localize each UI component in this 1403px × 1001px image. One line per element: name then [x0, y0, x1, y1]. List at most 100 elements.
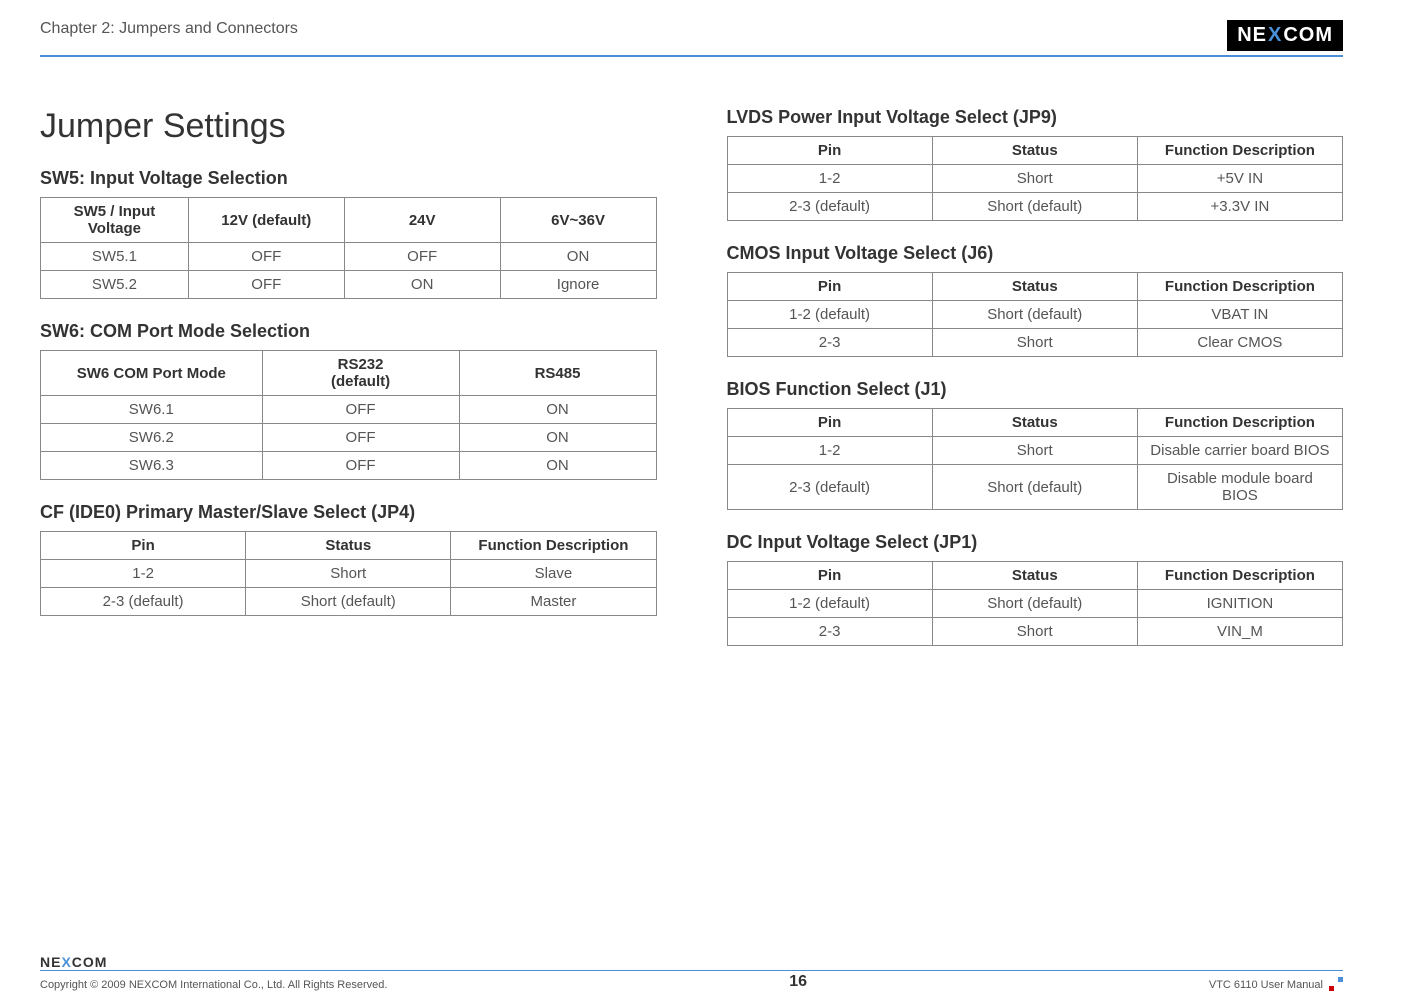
manual-name: VTC 6110 User Manual: [1209, 979, 1323, 991]
table-row: 2-3 Short Clear CMOS: [727, 329, 1343, 357]
table-header-row: Pin Status Function Description: [727, 137, 1343, 165]
table-row: 1-2 (default) Short (default) VBAT IN: [727, 301, 1343, 329]
table-cell: Clear CMOS: [1137, 329, 1342, 357]
table-cell: IGNITION: [1137, 590, 1342, 618]
footer-left: NEXCOM: [40, 954, 1343, 970]
header-rule: [40, 55, 1343, 57]
table-cell: 2-3 (default): [727, 465, 932, 510]
table-cell: Disable carrier board BIOS: [1137, 437, 1342, 465]
table-cell: SW5.1: [41, 243, 189, 271]
table-cell: OFF: [188, 271, 344, 299]
table-cell: SW6.2: [41, 424, 263, 452]
j6-title: CMOS Input Voltage Select (J6): [727, 243, 1344, 264]
jp1-table: Pin Status Function Description 1-2 (def…: [727, 561, 1344, 646]
table-header: Function Description: [1137, 562, 1342, 590]
table-cell: ON: [459, 452, 656, 480]
table-header: Status: [932, 273, 1137, 301]
table-cell: Short: [246, 560, 451, 588]
table-row: SW5.2 OFF ON Ignore: [41, 271, 657, 299]
table-cell: 1-2: [727, 165, 932, 193]
main-title: Jumper Settings: [40, 107, 657, 146]
table-header: Pin: [41, 532, 246, 560]
table-header: Function Description: [1137, 137, 1342, 165]
table-cell: VBAT IN: [1137, 301, 1342, 329]
table-cell: ON: [459, 396, 656, 424]
table-cell: Ignore: [500, 271, 656, 299]
table-header: Function Description: [1137, 409, 1342, 437]
table-header-row: SW5 / Input Voltage 12V (default) 24V 6V…: [41, 198, 657, 243]
table-cell: OFF: [344, 243, 500, 271]
table-cell: Short: [932, 165, 1137, 193]
table-cell: 2-3: [727, 618, 932, 646]
table-cell: Short (default): [932, 301, 1137, 329]
table-cell: Short (default): [932, 193, 1137, 221]
table-cell: Short: [932, 329, 1137, 357]
table-row: 1-2 Short +5V IN: [727, 165, 1343, 193]
right-column: LVDS Power Input Voltage Select (JP9) Pi…: [727, 107, 1344, 646]
table-row: 1-2 (default) Short (default) IGNITION: [727, 590, 1343, 618]
j6-table: Pin Status Function Description 1-2 (def…: [727, 272, 1344, 357]
footer-icon: [1329, 977, 1343, 991]
table-cell: ON: [500, 243, 656, 271]
footer-rule: [40, 970, 1343, 972]
table-cell: SW6.1: [41, 396, 263, 424]
table-cell: Disable module board BIOS: [1137, 465, 1342, 510]
table-header-row: Pin Status Function Description: [727, 409, 1343, 437]
jp4-table: Pin Status Function Description 1-2 Shor…: [40, 531, 657, 616]
footer-right: VTC 6110 User Manual: [1209, 977, 1343, 991]
page-footer: NEXCOM Copyright © 2009 NEXCOM Internati…: [40, 954, 1343, 992]
table-header: Pin: [727, 409, 932, 437]
table-row: SW6.3 OFF ON: [41, 452, 657, 480]
jp9-table: Pin Status Function Description 1-2 Shor…: [727, 136, 1344, 221]
table-header: Status: [246, 532, 451, 560]
table-header-row: SW6 COM Port Mode RS232 (default) RS485: [41, 351, 657, 396]
j1-table: Pin Status Function Description 1-2 Shor…: [727, 408, 1344, 510]
table-header: Status: [932, 409, 1137, 437]
table-cell: 1-2: [41, 560, 246, 588]
table-header-row: Pin Status Function Description: [727, 562, 1343, 590]
table-cell: Master: [451, 588, 656, 616]
table-cell: 2-3: [727, 329, 932, 357]
table-cell: Short (default): [246, 588, 451, 616]
table-row: 2-3 (default) Short (default) +3.3V IN: [727, 193, 1343, 221]
table-row: SW6.1 OFF ON: [41, 396, 657, 424]
table-header: Pin: [727, 273, 932, 301]
table-header: RS485: [459, 351, 656, 396]
table-cell: 2-3 (default): [727, 193, 932, 221]
table-header: Status: [932, 137, 1137, 165]
table-cell: SW6.3: [41, 452, 263, 480]
copyright-text: Copyright © 2009 NEXCOM International Co…: [40, 979, 387, 991]
table-header: Function Description: [1137, 273, 1342, 301]
table-row: 1-2 Short Disable carrier board BIOS: [727, 437, 1343, 465]
table-cell: Short: [932, 618, 1137, 646]
table-row: SW6.2 OFF ON: [41, 424, 657, 452]
page-number: 16: [789, 973, 807, 991]
table-row: 2-3 (default) Short (default) Disable mo…: [727, 465, 1343, 510]
table-row: 1-2 Short Slave: [41, 560, 657, 588]
table-cell: Slave: [451, 560, 656, 588]
table-cell: 1-2: [727, 437, 932, 465]
table-cell: 1-2 (default): [727, 301, 932, 329]
table-header: Function Description: [451, 532, 656, 560]
table-header: SW5 / Input Voltage: [41, 198, 189, 243]
table-cell: +5V IN: [1137, 165, 1342, 193]
table-header: Pin: [727, 137, 932, 165]
table-header-row: Pin Status Function Description: [727, 273, 1343, 301]
table-header: SW6 COM Port Mode: [41, 351, 263, 396]
table-header: Status: [932, 562, 1137, 590]
jp4-title: CF (IDE0) Primary Master/Slave Select (J…: [40, 502, 657, 523]
table-cell: VIN_M: [1137, 618, 1342, 646]
table-cell: 2-3 (default): [41, 588, 246, 616]
table-row: SW5.1 OFF OFF ON: [41, 243, 657, 271]
jp1-title: DC Input Voltage Select (JP1): [727, 532, 1344, 553]
page-header: Chapter 2: Jumpers and Connectors NEXCOM: [40, 20, 1343, 51]
table-cell: ON: [459, 424, 656, 452]
table-header: 6V~36V: [500, 198, 656, 243]
table-cell: OFF: [262, 424, 459, 452]
jp9-title: LVDS Power Input Voltage Select (JP9): [727, 107, 1344, 128]
table-header-row: Pin Status Function Description: [41, 532, 657, 560]
table-row: 2-3 (default) Short (default) Master: [41, 588, 657, 616]
table-header: 12V (default): [188, 198, 344, 243]
table-cell: +3.3V IN: [1137, 193, 1342, 221]
table-cell: Short (default): [932, 590, 1137, 618]
